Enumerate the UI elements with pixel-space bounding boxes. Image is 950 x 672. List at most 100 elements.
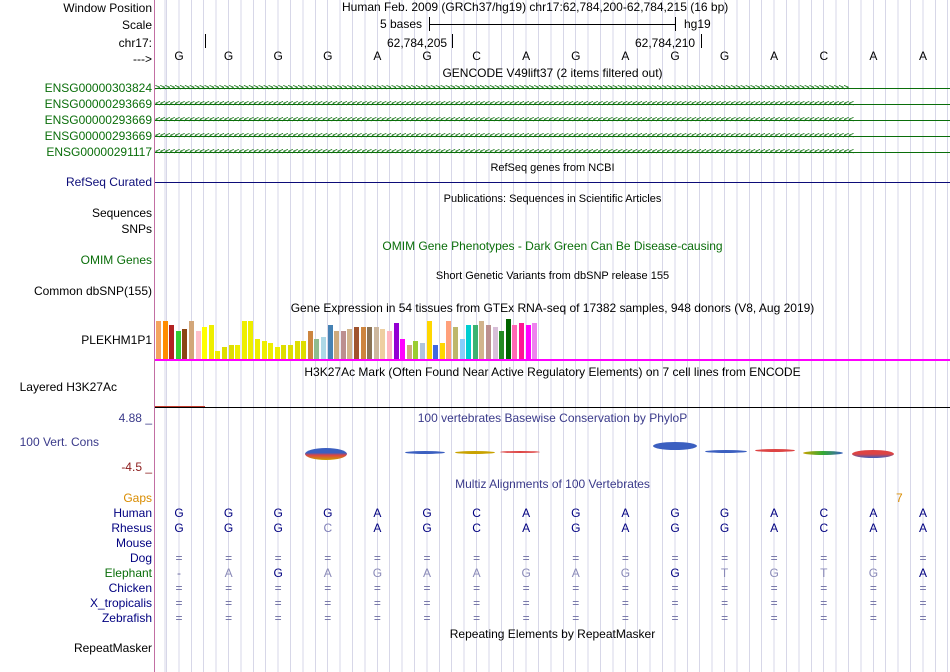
gtex-tissue-bar[interactable] xyxy=(420,343,425,359)
gtex-tissue-bar[interactable] xyxy=(202,327,208,359)
alignment-row-x_tropicalis[interactable]: = = = = = = = = = = = = = = = = xyxy=(155,596,950,610)
gtex-tissue-bar[interactable] xyxy=(459,339,465,359)
gtex-tissue-bar[interactable] xyxy=(499,331,505,359)
alignment-row-mouse[interactable] xyxy=(155,536,950,550)
gencode-gene-label[interactable]: ENSG00000293669 xyxy=(44,129,152,143)
gtex-tissue-bar[interactable] xyxy=(433,345,439,359)
gtex-tissue-bar[interactable] xyxy=(327,325,333,359)
alignment-row-dog[interactable]: = = = = = = = = = = = = = = = = xyxy=(155,551,950,565)
gtex-tissue-bar[interactable] xyxy=(439,343,445,359)
species-label-x_tropicalis[interactable]: X_tropicalis xyxy=(89,596,152,610)
gtex-tissue-bar[interactable] xyxy=(453,327,458,359)
gaps-label[interactable]: Gaps xyxy=(123,491,152,505)
species-label-mouse[interactable]: Mouse xyxy=(115,536,152,550)
gtex-tissue-bar[interactable] xyxy=(169,325,175,359)
gtex-tissue-bar[interactable] xyxy=(208,325,214,359)
gencode-gene-feature[interactable]: <<<<<<<<<<<<<<<<<<<<<<<<<<<<<<<<<<<<<<<<… xyxy=(155,148,950,157)
common-dbsnp-label[interactable]: Common dbSNP(155) xyxy=(33,284,152,298)
gtex-tissue-bar[interactable] xyxy=(189,321,194,359)
species-label-human[interactable]: Human xyxy=(113,506,152,520)
gtex-tissue-bar[interactable] xyxy=(400,339,406,359)
species-label-chicken[interactable]: Chicken xyxy=(108,581,152,595)
gtex-tissue-bar[interactable] xyxy=(354,327,359,359)
gtex-tissue-bar[interactable] xyxy=(519,323,524,359)
gtex-tissue-bar[interactable] xyxy=(175,331,181,359)
gtex-tissue-bar[interactable] xyxy=(380,329,386,359)
gtex-tissue-bar[interactable] xyxy=(367,327,373,359)
gtex-tissue-bar[interactable] xyxy=(274,347,280,359)
gtex-tissue-bar[interactable] xyxy=(261,341,267,359)
gtex-tissue-bar[interactable] xyxy=(156,321,161,359)
gtex-tissue-bar[interactable] xyxy=(387,331,392,359)
gtex-tissue-bar[interactable] xyxy=(162,321,168,359)
gtex-gene-label[interactable]: PLEKHM1P1 xyxy=(81,333,152,347)
gtex-tissue-bar[interactable] xyxy=(314,339,320,359)
gtex-tissue-bar[interactable] xyxy=(426,321,432,359)
vert-cons-label[interactable]: 100 Vert. Cons xyxy=(19,435,99,449)
gtex-tissue-bar[interactable] xyxy=(393,323,399,359)
gtex-tissue-bar[interactable] xyxy=(525,325,531,359)
alignment-row-zebrafish[interactable]: = = = = = = = = = = = = = = = = xyxy=(155,611,950,625)
gtex-tissue-bar[interactable] xyxy=(466,325,472,359)
gtex-tissue-bar[interactable] xyxy=(512,325,518,359)
gencode-gene-label[interactable]: ENSG00000303824 xyxy=(44,81,152,95)
species-label-dog[interactable]: Dog xyxy=(129,551,152,565)
gencode-gene-feature[interactable]: <<<<<<<<<<<<<<<<<<<<<<<<<<<<<<<<<<<<<<<<… xyxy=(155,100,950,109)
gtex-expression-bars[interactable] xyxy=(155,318,538,359)
gtex-tissue-bar[interactable] xyxy=(492,327,498,359)
species-label-zebrafish[interactable]: Zebrafish xyxy=(101,611,152,625)
gtex-tissue-bar[interactable] xyxy=(248,321,254,359)
gtex-tissue-bar[interactable] xyxy=(446,321,452,359)
gtex-tissue-bar[interactable] xyxy=(307,331,313,359)
gtex-tissue-bar[interactable] xyxy=(406,345,412,359)
gtex-tissue-bar[interactable] xyxy=(228,345,234,359)
repeatmasker-label[interactable]: RepeatMasker xyxy=(73,641,152,655)
conservation-logo[interactable] xyxy=(155,438,950,464)
gtex-tissue-bar[interactable] xyxy=(373,327,379,359)
gencode-gene-label[interactable]: ENSG00000293669 xyxy=(44,97,152,111)
omim-genes-label[interactable]: OMIM Genes xyxy=(80,253,152,267)
sequences-label[interactable]: Sequences xyxy=(91,206,152,220)
gtex-tissue-bar[interactable] xyxy=(195,331,201,359)
gtex-tissue-bar[interactable] xyxy=(413,341,419,359)
species-label-elephant[interactable]: Elephant xyxy=(104,566,152,580)
gtex-tissue-bar[interactable] xyxy=(288,345,293,359)
gtex-tissue-bar[interactable] xyxy=(486,325,491,359)
gtex-tissue-bar[interactable] xyxy=(255,339,260,359)
gtex-tissue-bar[interactable] xyxy=(360,327,366,359)
gtex-tissue-bar[interactable] xyxy=(334,331,340,359)
gtex-tissue-bar[interactable] xyxy=(268,343,274,359)
gencode-gene-feature[interactable]: <<<<<<<<<<<<<<<<<<<<<<<<<<<<<<<<<<<<<<<<… xyxy=(155,132,950,141)
gtex-tissue-bar[interactable] xyxy=(235,345,241,359)
layered-h3k27ac-label[interactable]: Layered H3K27Ac xyxy=(19,380,117,394)
gencode-gene-label[interactable]: ENSG00000291117 xyxy=(46,145,152,159)
gencode-gene-feature[interactable]: <<<<<<<<<<<<<<<<<<<<<<<<<<<<<<<<<<<<<<<<… xyxy=(155,116,950,125)
snps-label[interactable]: SNPs xyxy=(121,222,152,236)
browser-image-area[interactable]: Human Feb. 2009 (GRCh37/hg19) chr17:62,7… xyxy=(155,0,950,672)
gtex-tissue-bar[interactable] xyxy=(241,321,247,359)
gtex-tissue-bar[interactable] xyxy=(321,337,326,359)
gtex-tissue-bar[interactable] xyxy=(340,331,346,359)
gtex-tissue-bar[interactable] xyxy=(479,321,485,359)
gtex-tissue-bar[interactable] xyxy=(532,323,538,359)
species-label-rhesus[interactable]: Rhesus xyxy=(111,521,152,535)
gtex-tissue-bar[interactable] xyxy=(472,325,478,359)
gtex-tissue-bar[interactable] xyxy=(281,345,287,359)
alignment-row-chicken[interactable]: = = = = = = = = = = = = = = = = xyxy=(155,581,950,595)
aligned-base: C xyxy=(819,521,829,535)
gtex-tissue-bar[interactable] xyxy=(505,319,511,359)
gencode-gene-label[interactable]: ENSG00000293669 xyxy=(44,113,152,127)
gtex-tissue-bar[interactable] xyxy=(182,329,188,359)
gtex-tissue-bar[interactable] xyxy=(222,347,227,359)
gtex-tissue-bar[interactable] xyxy=(347,329,353,359)
strand-arrow-label[interactable]: ---> xyxy=(133,52,152,66)
gencode-gene-feature[interactable]: >>>>>>>>>>>>>>>>>>>>>>>>>>>>>>>>>>>>>>>>… xyxy=(155,84,950,93)
gtex-tissue-bar[interactable] xyxy=(215,351,221,359)
refseq-line[interactable] xyxy=(155,182,950,183)
gtex-tissue-bar[interactable] xyxy=(294,341,300,359)
refseq-curated-label[interactable]: RefSeq Curated xyxy=(65,175,152,189)
gtex-tissue-bar[interactable] xyxy=(301,341,307,359)
